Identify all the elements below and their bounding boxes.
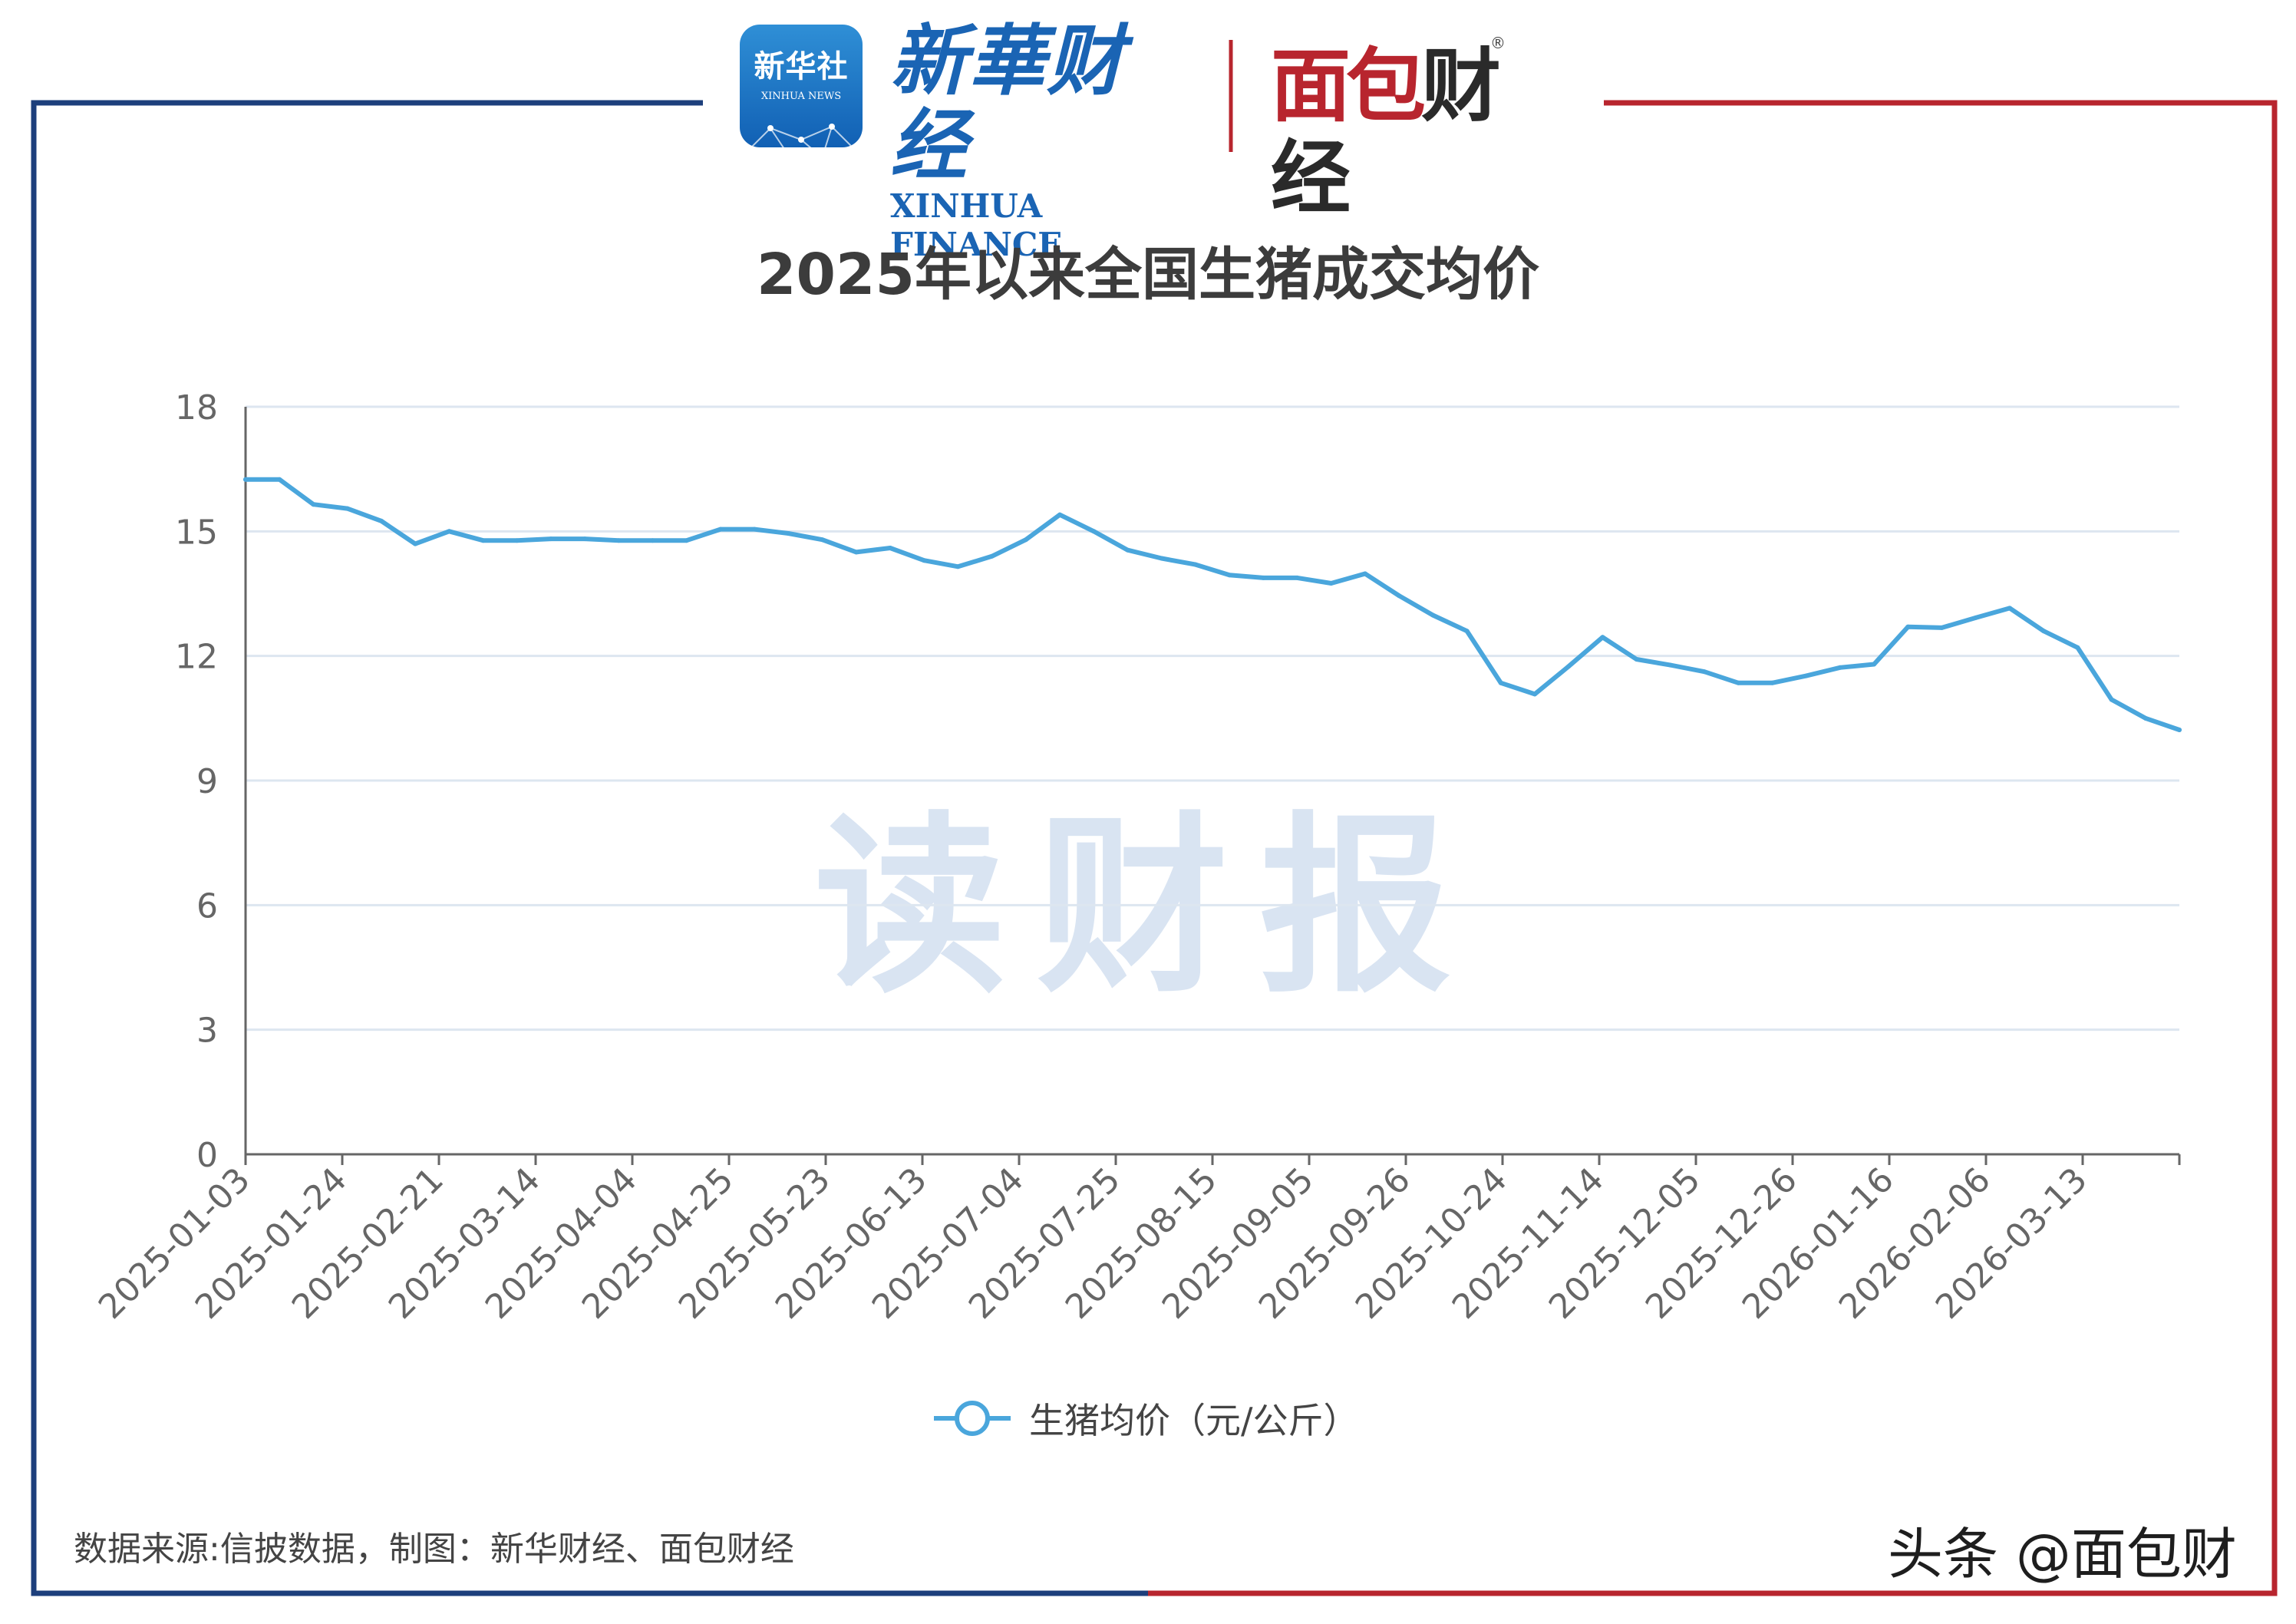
data-point — [378, 518, 384, 523]
data-point — [1770, 680, 1775, 685]
data-point — [1464, 629, 1470, 634]
data-point — [2075, 645, 2080, 650]
data-point — [718, 526, 723, 532]
data-point — [820, 537, 825, 543]
toutiao-watermark: 头条 @面包财 — [1888, 1522, 2237, 1586]
data-point — [853, 550, 859, 555]
y-tick-label: 15 — [175, 513, 218, 552]
data-point — [786, 531, 791, 536]
watermark: 读财报 — [814, 795, 1482, 1018]
data-point — [1397, 593, 1402, 599]
xinhua-finance-en: XINHUA FINANCE — [890, 187, 1063, 263]
data-point — [1600, 635, 1605, 640]
registered-mark: ® — [1490, 34, 1506, 52]
data-point — [650, 538, 655, 543]
legend-label: 生猪均价（元/公斤） — [1029, 1400, 1359, 1441]
data-point — [752, 526, 757, 532]
data-point — [1702, 669, 1707, 675]
xinhua-finance-cn: 新華财经 — [890, 15, 1125, 190]
x-tick-labels: 2025-01-032025-01-242025-02-212025-03-14… — [91, 1160, 2095, 1327]
data-point — [1532, 692, 1537, 697]
data-point — [1837, 665, 1842, 670]
data-point — [1430, 612, 1436, 618]
mianbao-logo-dark: 财经 — [1271, 39, 1501, 225]
data-point — [1973, 615, 1978, 620]
grid-lines — [246, 405, 2179, 1032]
mianbao-finance-logo: 面包财经 — [1271, 39, 1562, 224]
xinhua-news-logo: 新华社 XINHUA NEWS — [740, 25, 863, 147]
legend-marker-icon — [934, 1401, 1011, 1436]
y-tick-label: 6 — [196, 886, 218, 926]
data-point — [2041, 629, 2047, 634]
series-line-pig-price — [243, 477, 2182, 732]
y-tick-label: 18 — [175, 388, 218, 427]
data-point — [1023, 537, 1028, 543]
data-point — [1159, 556, 1164, 561]
y-tick-label: 3 — [196, 1012, 218, 1051]
data-point — [345, 506, 350, 511]
data-point — [2177, 728, 2182, 732]
data-point — [1193, 562, 1198, 567]
data-point — [1566, 664, 1572, 669]
data-point — [955, 564, 961, 569]
data-source-note: 数据来源:信披数据，制图：新华财经、面包财经 — [74, 1530, 794, 1569]
y-tick-label: 0 — [196, 1136, 218, 1175]
y-tick-label: 12 — [175, 638, 218, 677]
xinhua-finance-logo: 新華财经 XINHUA FINANCE — [890, 18, 1182, 263]
data-point — [2109, 697, 2114, 702]
data-point — [1872, 662, 1877, 667]
data-point — [1295, 575, 1300, 580]
data-point — [514, 538, 520, 543]
data-point — [1091, 529, 1097, 534]
legend: 生猪均价（元/公斤） — [0, 1388, 2296, 1449]
data-point — [1668, 662, 1673, 668]
y-tick-labels: 0 3 6 9 12 15 18 — [175, 388, 218, 1175]
series-layer — [243, 477, 2182, 732]
axes — [244, 407, 2181, 1165]
mianbao-logo-red: 面包 — [1271, 39, 1426, 133]
data-point — [243, 477, 248, 482]
data-point — [582, 536, 588, 542]
data-point — [447, 529, 452, 534]
data-point — [1328, 581, 1334, 586]
data-point — [1261, 575, 1266, 580]
data-point — [277, 477, 282, 482]
data-point — [1803, 673, 1809, 678]
data-point — [1905, 624, 1911, 629]
data-point — [413, 541, 418, 546]
data-point — [1125, 547, 1130, 553]
data-point — [1498, 680, 1503, 685]
chart-title: 2025年以来全国生猪成交均价 — [757, 242, 1539, 308]
data-point — [1634, 657, 1639, 662]
logo-badge-text: 新华社 — [754, 48, 849, 84]
frame-right-border — [1148, 100, 2278, 1596]
data-point — [1057, 512, 1063, 517]
data-point — [684, 538, 689, 543]
data-point — [616, 538, 622, 543]
data-point — [1939, 625, 1945, 630]
y-tick-label: 9 — [196, 762, 218, 801]
data-point — [1362, 571, 1367, 576]
data-point — [888, 546, 892, 550]
data-point — [1227, 573, 1232, 578]
data-point — [2007, 606, 2012, 611]
logo-badge-subtext: XINHUA NEWS — [760, 91, 842, 102]
data-point — [1736, 680, 1741, 685]
data-point — [922, 558, 927, 563]
network-icon — [750, 124, 854, 147]
data-point — [548, 536, 553, 542]
frame-left-border — [31, 100, 1148, 1596]
data-point — [989, 553, 995, 559]
data-point — [2143, 715, 2148, 721]
data-point — [311, 502, 316, 507]
data-point — [480, 538, 486, 543]
